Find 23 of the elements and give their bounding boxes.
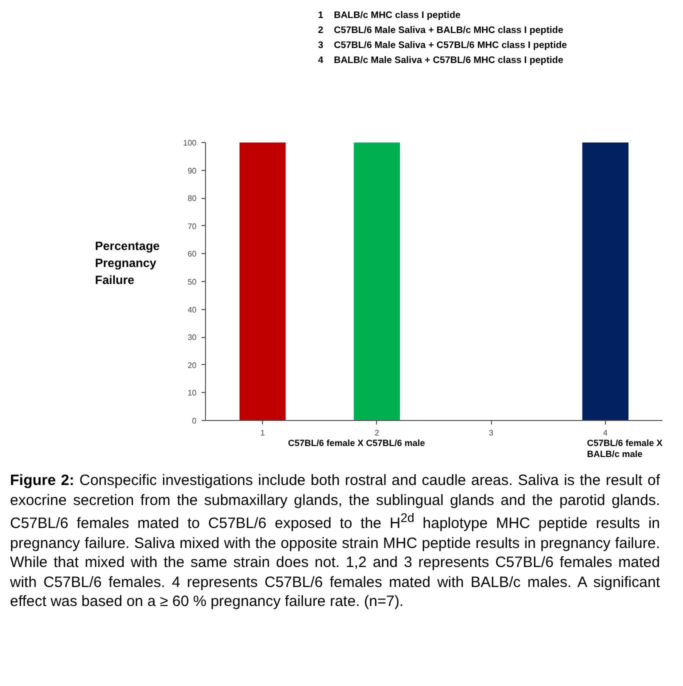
y-axis-title: Percentage Pregnancy Failure [95, 238, 160, 289]
text: 1 BALB/c MHC class I peptide [318, 10, 461, 21]
y-tick-label: 90 [188, 166, 198, 176]
x-tick-label: 1 [260, 428, 266, 438]
y-tick-label: 0 [192, 416, 198, 426]
text: C57BL/6 female X BALB/c male [587, 438, 663, 460]
y-tick-label: 50 [188, 278, 198, 286]
text: C57BL/6 female X C57BL/6 male [288, 438, 426, 449]
x-tick-label: 4 [603, 428, 608, 438]
y-tick-label: 70 [188, 222, 198, 231]
y-tick-label: 60 [188, 250, 198, 259]
y-tick-label: 10 [188, 388, 198, 398]
y-tick-label: 80 [188, 194, 198, 204]
text: 2 C57BL/6 Male Saliva + BALB/c MHC class I peptide [318, 25, 564, 36]
x-tick-label: 2 [374, 428, 380, 438]
text: 3 C57BL/6 Male Saliva + C57BL/6 MHC class I peptide [318, 40, 567, 51]
y-tick-label: 20 [188, 360, 198, 370]
text: Figure 2: Conspecific investigations include both rostral and caudle areas. Saliva is the result of exocrine secretion from the submaxillary glands, the sublingual glands and the parotid glands. C57BL/6 females mated to C57BL/6 exposed to the H$^{2d}$ haplotype MHC peptide results in pregnancy failure. Saliva mixed with the opposite strain MHC peptide results in pregnancy failure. While that mixed with the same strain does not. 1,2 and 3 represents C57BL/6 females mated with C57BL/6 females. 4 represents C57BL/6 females mated with BALB/c males. A significant effect was based on a ≥ 60 % pregnancy failure rate. (n=7). [10, 472, 660, 610]
y-tick-label: 100 [183, 138, 198, 148]
y-tick-label: 40 [188, 305, 198, 314]
text: 4 BALB/c Male Saliva + C57BL/6 MHC class I peptide [318, 55, 564, 66]
y-tick-label: 30 [188, 333, 198, 342]
x-tick-label: 3 [488, 428, 494, 438]
